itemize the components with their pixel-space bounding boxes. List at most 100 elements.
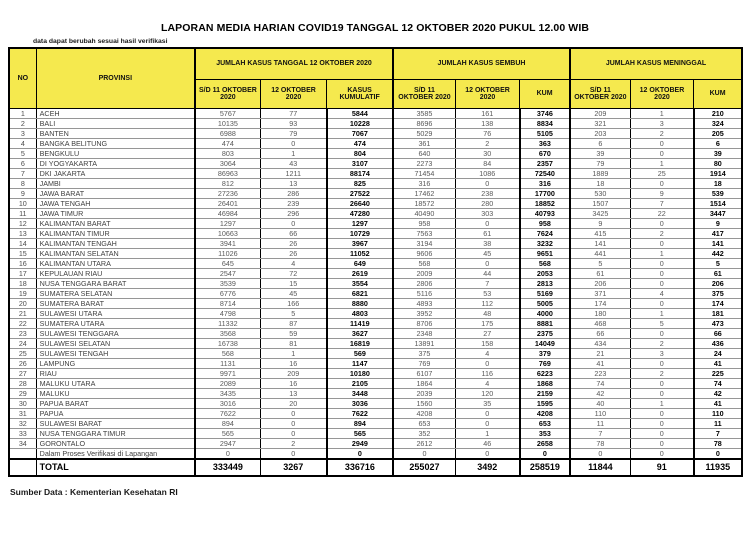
cell-provinsi: SUMATERA UTARA (35, 317, 196, 329)
cell-value: 41 (692, 357, 743, 369)
cell-value: 3016 (193, 397, 261, 409)
cell-value: 539 (692, 187, 743, 199)
cell-value: 316 (518, 177, 571, 189)
cell-value: 3627 (325, 327, 394, 339)
cell-value: 3585 (392, 107, 456, 119)
table-body: 1 ACEH 5767 77 5844 3585 161 3746 209 1 210 2 BALI 10… (8, 107, 743, 477)
cell-no: 9 (8, 187, 37, 199)
cell-no: 19 (8, 287, 37, 299)
cell-value: 79 (259, 127, 328, 139)
col-header-sembuh-kum: KUM (519, 78, 571, 109)
cell-value: 40 (568, 397, 631, 409)
cell-value: 0 (629, 297, 695, 309)
table-row: 11 JAWA TIMUR 46984 296 47280 40490 303 40793 34… (8, 207, 743, 219)
cell-value: 22 (629, 207, 695, 219)
cell-value: 2 (454, 137, 521, 149)
cell-value: 66 (568, 327, 631, 339)
cell-value: 1 (454, 427, 521, 439)
cell-value: 473 (692, 317, 743, 329)
cell-value: 434 (568, 337, 631, 349)
cell-value: 9971 (193, 367, 261, 379)
cell-value: 5 (692, 257, 743, 269)
cell-value: 3 (629, 347, 695, 359)
table-row: 20 SUMATERA BARAT 8714 166 8880 4893 112 5005 17… (8, 297, 743, 309)
cell-value: 3448 (325, 387, 394, 399)
cell-no: 6 (8, 157, 37, 169)
cell-value: 2089 (193, 377, 261, 389)
cell-value: 7622 (193, 407, 261, 419)
cell-provinsi: SULAWESI TENGGARA (35, 327, 196, 339)
cell-value: 71454 (392, 167, 456, 179)
cell-value: 180 (568, 307, 631, 319)
cell-value: 321 (568, 117, 631, 129)
cell-value: 2105 (325, 377, 394, 389)
table-row: 23 SULAWESI TENGGARA 3568 59 3627 2348 27 2375 6… (8, 327, 743, 339)
cell-value: 0 (454, 447, 521, 459)
cell-value: 80 (692, 157, 743, 169)
cell-value: 110 (692, 407, 743, 419)
cell-value: 2375 (518, 327, 571, 339)
cell-value: 2547 (193, 267, 261, 279)
cell-value: 47280 (325, 207, 394, 219)
cell-value: 3267 (259, 457, 328, 477)
cell-value: 3435 (193, 387, 261, 399)
cell-value: 11052 (325, 247, 394, 259)
total-row: TOTAL 333449 3267 336716 255027 3492 258519 118… (8, 457, 743, 477)
col-header-kasus-kumulatif: KASUS KUMULATIF (326, 78, 394, 109)
cell-value: 568 (392, 257, 456, 269)
cell-value: 18572 (392, 197, 456, 209)
cell-value: 286 (259, 187, 328, 199)
cell-no: 13 (8, 227, 37, 239)
cell-value: 79 (568, 157, 631, 169)
cell-no: 5 (8, 147, 37, 159)
cell-value: 353 (518, 427, 571, 439)
cell-no (8, 457, 37, 477)
cell-value: 6107 (392, 367, 456, 379)
cell-value: 66 (259, 227, 328, 239)
cell-value: 2813 (518, 277, 571, 289)
cell-provinsi: PAPUA BARAT (35, 397, 196, 409)
cell-value: 2 (629, 227, 695, 239)
cell-value: 3568 (193, 327, 261, 339)
table-row: 3 BANTEN 6988 79 7067 5029 76 5105 203 2 205 (8, 127, 743, 139)
cell-value: 86963 (193, 167, 261, 179)
cell-value: 1 (629, 107, 695, 119)
cell-no: 25 (8, 347, 37, 359)
table-row: 1 ACEH 5767 77 5844 3585 161 3746 209 1 210 (8, 107, 743, 119)
cell-value: 8696 (392, 117, 456, 129)
cell-value: 35 (454, 397, 521, 409)
cell-value: 5 (568, 257, 631, 269)
cell-provinsi: KALIMANTAN TENGAH (35, 237, 196, 249)
cell-value: 14049 (518, 337, 571, 349)
cell-value: 441 (568, 247, 631, 259)
cell-value: 11935 (692, 457, 743, 477)
cell-value: 11 (568, 417, 631, 429)
cell-value: 27236 (193, 187, 261, 199)
cell-value: 5 (629, 317, 695, 329)
cell-no: 4 (8, 137, 37, 149)
cell-no: 32 (8, 417, 37, 429)
cell-value: 91 (629, 457, 695, 477)
table-row: 29 MALUKU 3435 13 3448 2039 120 2159 42 0 42 (8, 387, 743, 399)
cell-no: 11 (8, 207, 37, 219)
cell-value: 48 (454, 307, 521, 319)
col-group-meninggal: JUMLAH KASUS MENINGGAL (568, 47, 743, 80)
cell-provinsi: JAWA BARAT (35, 187, 196, 199)
cell-provinsi: SUMATERA SELATAN (35, 287, 196, 299)
cell-value: 13 (259, 387, 328, 399)
cell-value: 296 (259, 207, 328, 219)
cell-value: 0 (454, 407, 521, 419)
cell-value: 1914 (692, 167, 743, 179)
cell-value: 42 (692, 387, 743, 399)
table-row: 9 JAWA BARAT 27236 286 27522 17462 238 17700 530… (8, 187, 743, 199)
cell-value: 649 (325, 257, 394, 269)
cell-value: 1 (629, 307, 695, 319)
cell-value: 66 (692, 327, 743, 339)
cell-value: 6 (692, 137, 743, 149)
cell-value: 0 (629, 217, 695, 229)
cell-value: 41 (692, 397, 743, 409)
col-header-sembuh-12okt: 12 OKTOBER 2020 (454, 78, 521, 109)
cell-value: 24 (692, 347, 743, 359)
col-header-no: NO (8, 47, 37, 109)
cell-value: 0 (629, 257, 695, 269)
